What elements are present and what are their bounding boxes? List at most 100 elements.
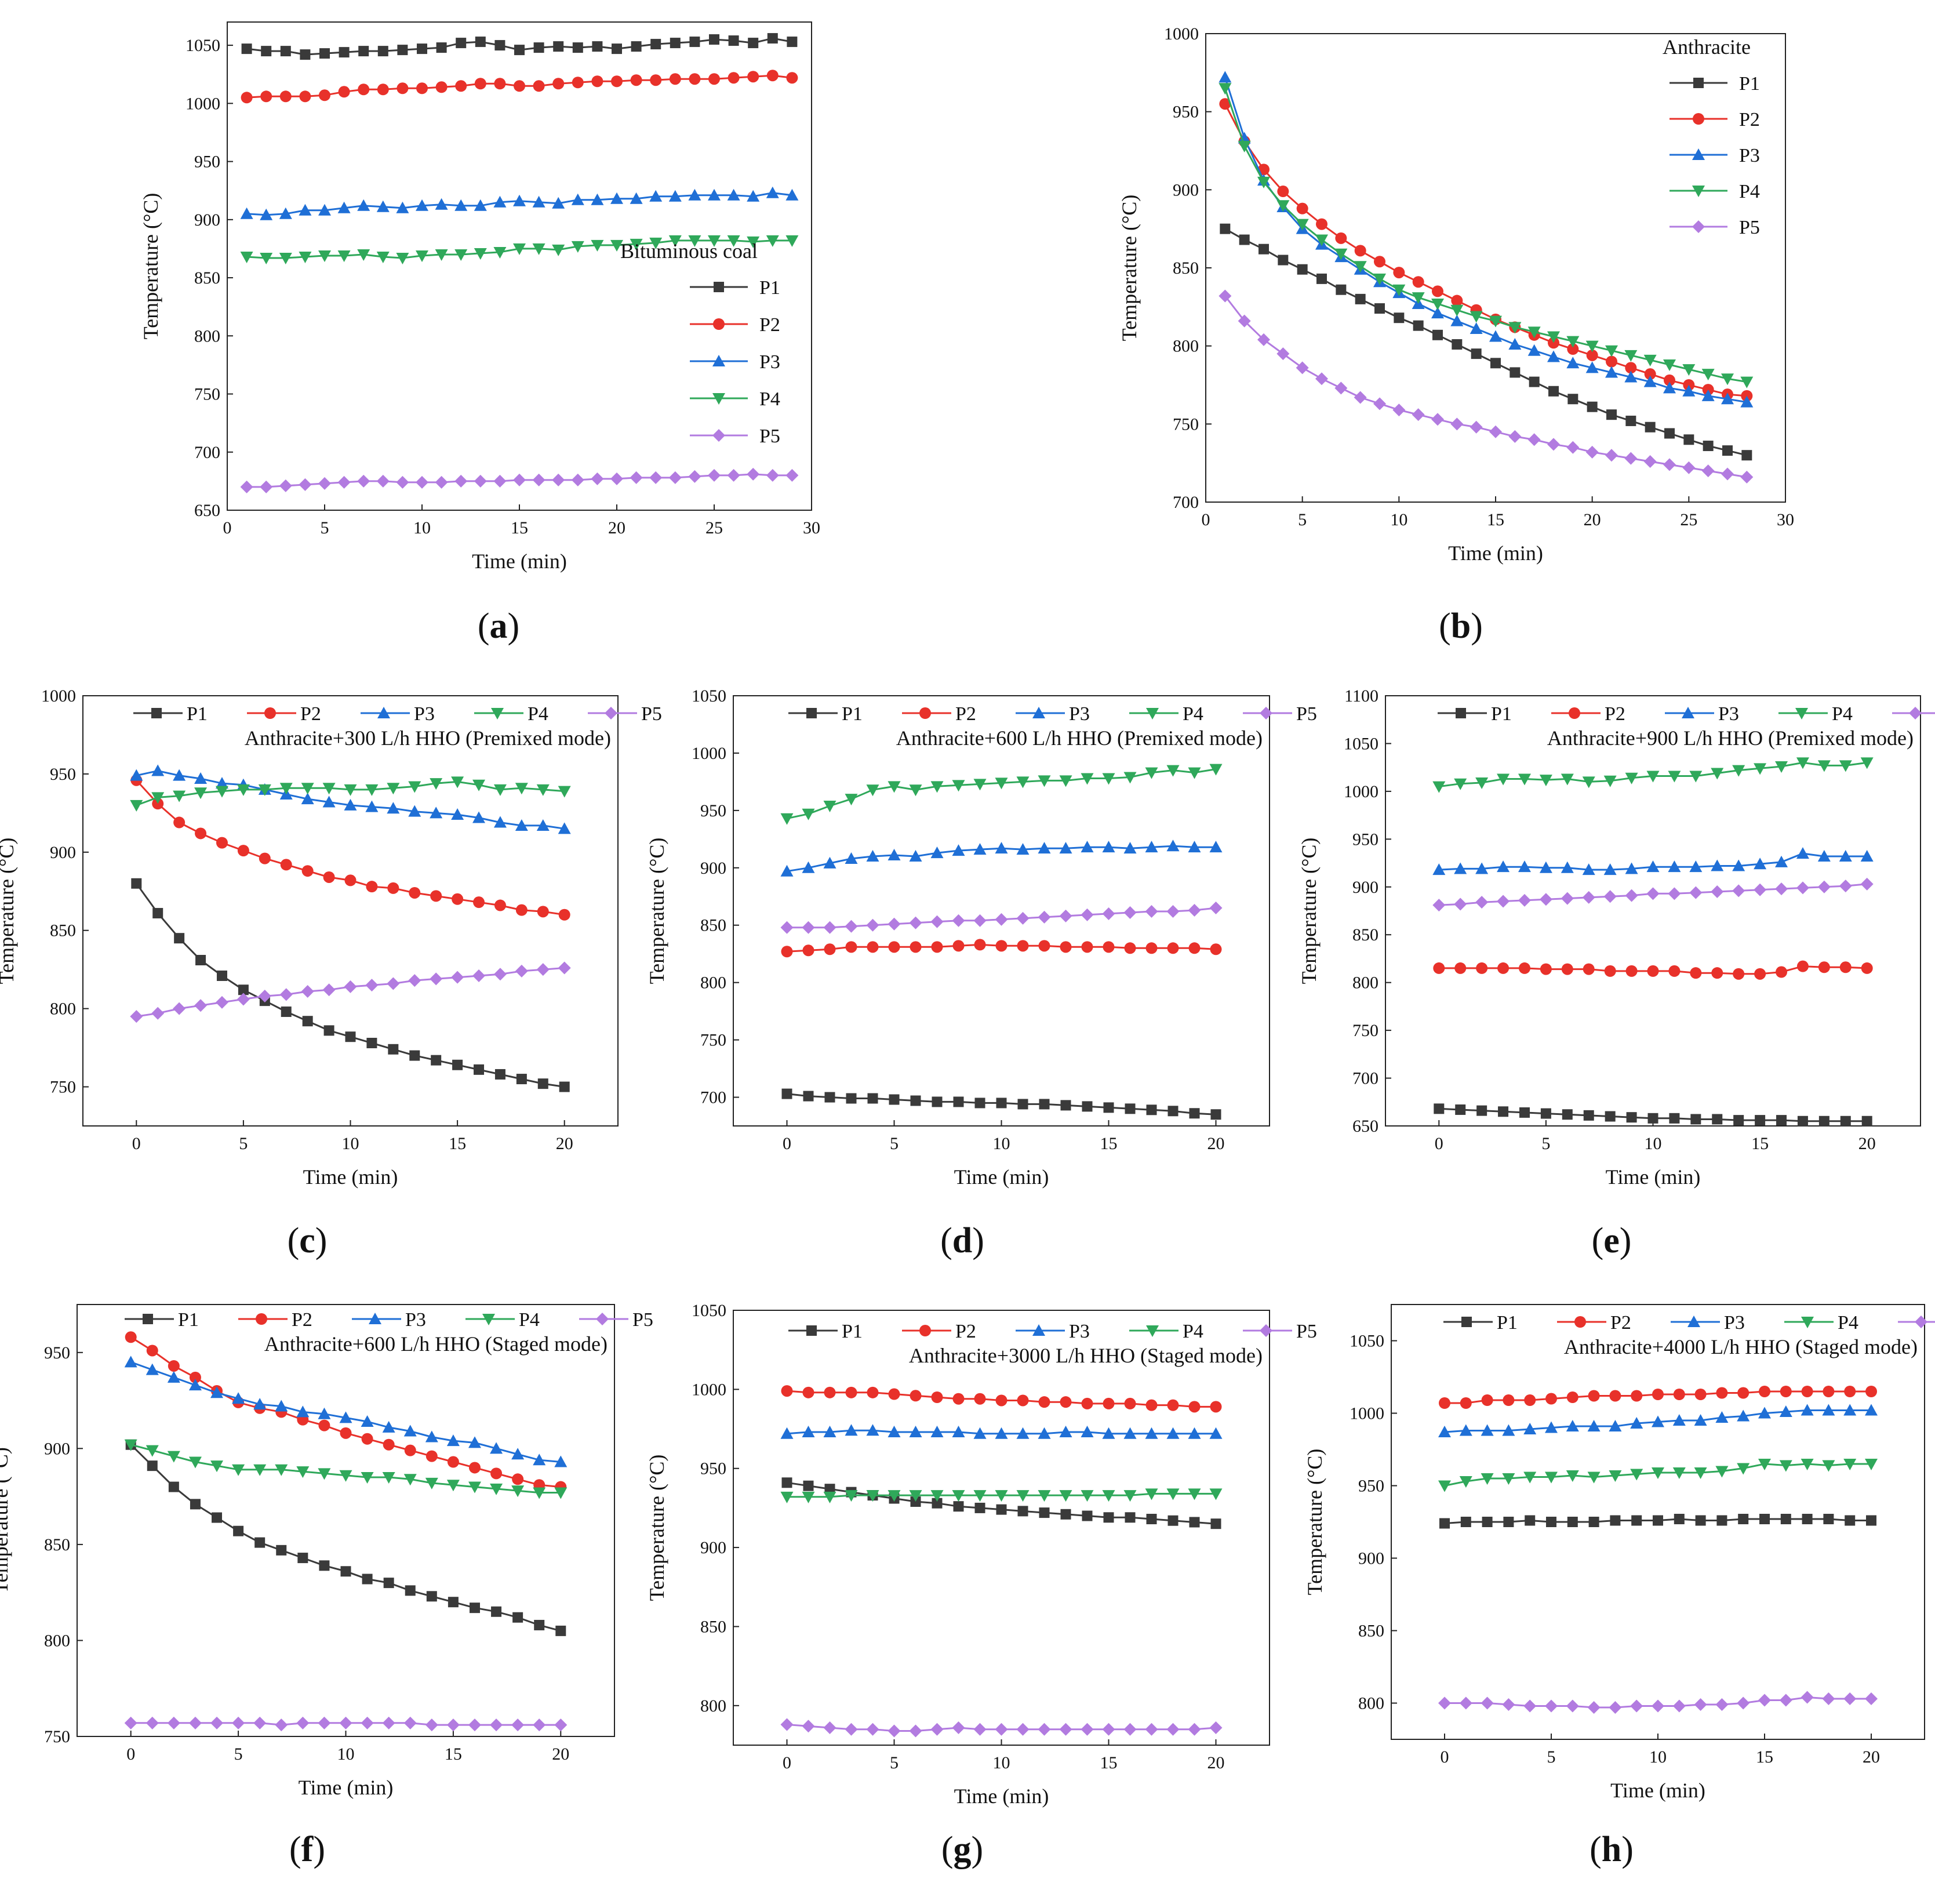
data-point-p5 [649, 471, 663, 484]
data-point-p2 [301, 865, 314, 877]
data-point-p4 [451, 776, 464, 789]
data-point-p5 [823, 921, 836, 934]
y-axis-title: Temperature (°C) [645, 1455, 668, 1601]
data-point-p4 [1822, 1460, 1835, 1472]
data-point-p2 [474, 78, 486, 90]
data-point-p5 [258, 990, 271, 1003]
data-point-p4 [1545, 1471, 1558, 1484]
data-point-p2 [1861, 962, 1873, 974]
data-point-p1 [1189, 1108, 1200, 1119]
legend-marker [1692, 220, 1705, 233]
data-point-p2 [1103, 941, 1115, 953]
data-point-p1 [1210, 1109, 1221, 1120]
y-tick-label: 950 [700, 801, 726, 820]
data-point-p4 [909, 784, 922, 797]
data-point-p1 [1146, 1514, 1157, 1524]
data-point-p4 [1779, 1460, 1792, 1472]
legend-marker [256, 1313, 267, 1325]
data-point-p5 [344, 980, 357, 993]
data-point-p1 [1374, 303, 1385, 314]
y-tick-label: 850 [194, 268, 220, 288]
y-tick-label: 950 [1173, 103, 1199, 122]
series-p5 [1432, 877, 1874, 912]
data-point-p1 [195, 954, 206, 965]
legend-label: P1 [187, 703, 208, 725]
panel-label-c: (c) [288, 1221, 328, 1260]
data-point-p2 [515, 904, 528, 916]
data-point-p5 [1643, 455, 1657, 468]
data-point-p3 [1016, 843, 1030, 855]
data-point-p4 [1431, 298, 1444, 310]
data-point-p2 [669, 73, 681, 85]
x-tick-label: 0 [126, 1745, 135, 1764]
data-point-p4 [275, 1464, 288, 1476]
data-point-p5 [279, 988, 293, 1001]
data-point-p3 [780, 1427, 794, 1439]
data-point-p5 [554, 1718, 568, 1732]
data-point-p1 [1355, 293, 1366, 304]
data-point-p4 [845, 794, 858, 806]
data-point-p3 [1523, 1423, 1537, 1434]
data-point-p4 [1518, 773, 1531, 786]
data-point-p5 [387, 977, 400, 990]
data-point-p2 [630, 74, 642, 86]
data-point-p2 [361, 1433, 373, 1445]
data-point-p2 [473, 896, 485, 909]
legend-label: P2 [1739, 109, 1760, 130]
x-tick-label: 25 [1680, 510, 1697, 529]
legend-label: P2 [759, 314, 780, 336]
y-tick-label: 1000 [186, 94, 220, 113]
data-point-p1 [1452, 339, 1463, 350]
data-point-p3 [173, 769, 186, 781]
data-point-p5 [1754, 883, 1767, 896]
data-point-p2 [537, 906, 549, 918]
data-point-p1 [1631, 1515, 1642, 1526]
x-tick-label: 20 [1584, 510, 1601, 529]
data-point-p3 [240, 207, 253, 219]
data-point-p1 [728, 35, 739, 46]
data-point-p5 [909, 916, 922, 929]
data-point-p1 [1103, 1102, 1114, 1113]
data-point-p4 [260, 252, 273, 264]
data-point-p4 [513, 243, 526, 255]
legend-marker [482, 1314, 495, 1325]
data-point-p5 [1188, 904, 1201, 917]
data-point-p1 [1755, 1115, 1766, 1126]
data-point-p5 [1860, 877, 1874, 891]
data-point-p5 [425, 1718, 438, 1732]
data-point-p5 [995, 1723, 1008, 1736]
data-point-p5 [845, 920, 858, 933]
data-point-p5 [301, 984, 314, 998]
legend-label: P2 [955, 703, 976, 725]
data-point-p3 [1566, 357, 1580, 369]
chart-panel-e: 0 5 10 15 20 650 700 750 800 850 900 950 1000 1050 110… [1297, 686, 1935, 1189]
data-point-p1 [889, 1094, 900, 1105]
data-point-p1 [426, 1591, 437, 1602]
legend-marker [806, 1325, 817, 1336]
data-point-p1 [345, 1031, 356, 1042]
data-point-p5 [888, 1724, 901, 1738]
data-point-p3 [1668, 860, 1681, 873]
data-point-p3 [1016, 1427, 1030, 1439]
data-point-p3 [1431, 307, 1444, 319]
y-tick-label: 1050 [186, 36, 220, 55]
data-point-p4 [1694, 1467, 1707, 1479]
panel-label-h: (h) [1590, 1830, 1634, 1869]
data-point-p3 [1188, 841, 1201, 853]
panel-label-a: (a) [478, 606, 519, 646]
y-tick-label: 750 [700, 1031, 726, 1050]
data-point-p5 [1701, 464, 1715, 478]
data-point-p2 [572, 77, 584, 89]
data-point-p5 [1059, 909, 1072, 922]
y-tick-label: 1000 [1344, 782, 1378, 801]
data-point-p5 [866, 918, 879, 932]
data-point-p2 [173, 816, 186, 829]
y-tick-label: 900 [1352, 878, 1378, 897]
data-point-p1 [280, 46, 291, 57]
x-tick-label: 30 [1777, 510, 1794, 529]
series-p2 [781, 939, 1222, 958]
data-point-p5 [468, 1718, 481, 1732]
x-tick-label: 15 [445, 1745, 462, 1764]
data-point-p1 [383, 1578, 394, 1589]
